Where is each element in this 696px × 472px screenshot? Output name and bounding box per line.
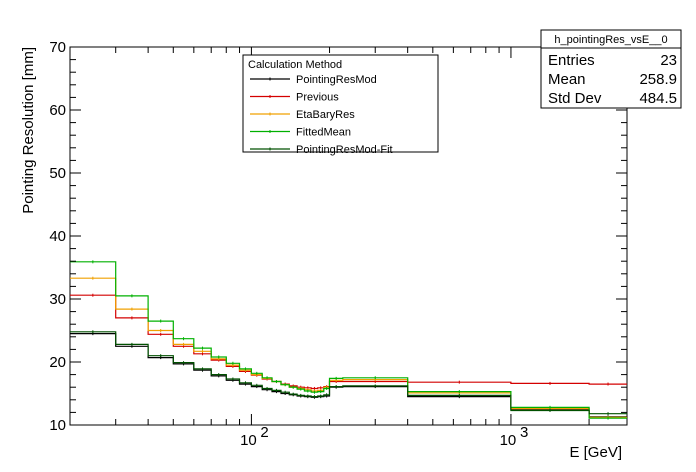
stats-label: Std Dev [548,90,602,107]
stats-value: 484.5 [639,90,677,107]
y-axis-title: Pointing Resolution [mm] [20,47,37,214]
x-tick-label-exponent: 2 [260,424,268,441]
stats-box: h_pointingRes_vsE__0 Entries 23 Mean 258.9 S… [540,29,682,109]
stats-box-frame [540,29,682,109]
x-tick-label: 10 [240,432,257,449]
series-line-3 [70,261,627,419]
stats-box-title: h_pointingRes_vsE__0 [554,34,667,46]
legend-title: Calculation Method [248,59,342,71]
series-layer [70,260,627,420]
series-line-0 [70,333,627,418]
y-tick-label: 30 [49,291,66,308]
legend-entry-label: PointingResMod [296,74,377,86]
x-tick-label-exponent: 3 [520,424,528,441]
y-tick-label: 50 [49,165,66,182]
series-line-4 [70,331,627,415]
x-axis-title: E [GeV] [569,444,622,461]
legend: Calculation Method PointingResMod Previou… [242,54,439,156]
series-line-2 [70,277,627,418]
y-tick-label: 60 [49,102,66,119]
series-line-1 [70,294,627,390]
y-tick-label: 70 [49,39,66,56]
legend-entry-label: FittedMean [296,127,351,139]
legend-entry-label: EtaBaryRes [296,109,355,121]
y-tick-label: 10 [49,417,66,434]
x-tick-label: 10 [500,432,517,449]
stats-label: Mean [548,71,586,88]
legend-box [242,54,439,153]
y-tick-label: 40 [49,228,66,245]
legend-entry-label: Previous [296,92,339,104]
stats-value: 23 [660,52,677,69]
stats-value: 258.9 [639,71,677,88]
axes: E [GeV] Pointing Resolution [mm] 10 20 30 4… [20,39,627,461]
legend-entry-label: PointingResMod-Fit [296,144,393,156]
stats-label: Entries [548,52,595,69]
y-tick-label: 20 [49,354,66,371]
